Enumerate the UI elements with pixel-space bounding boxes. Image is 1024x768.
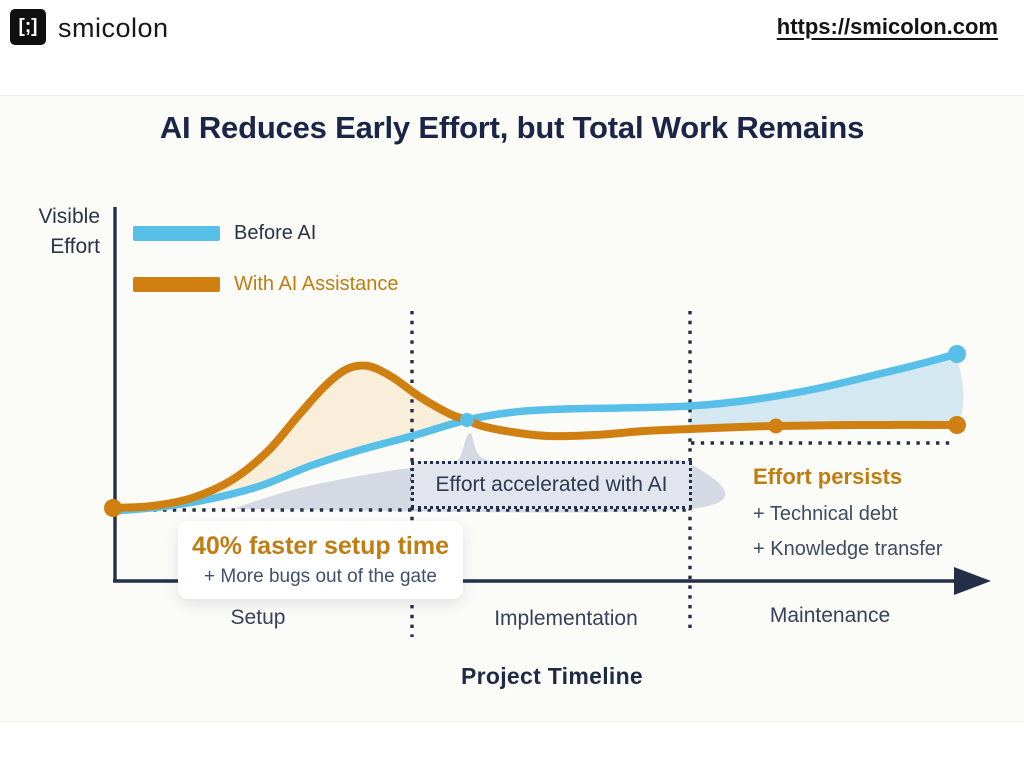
y-axis-label-line2: Effort (50, 235, 100, 258)
setup-callout-subtitle: + More bugs out of the gate (204, 566, 437, 587)
setup-callout: 40% faster setup time + More bugs out of… (178, 521, 463, 599)
setup-callout-title: 40% faster setup time (191, 532, 450, 560)
effort-accelerated-annotation: Effort accelerated with AI (411, 461, 692, 509)
y-axis-label: Visible Effort (16, 202, 100, 262)
brand-name: smicolon (58, 13, 169, 43)
x-axis-label: Project Timeline (460, 663, 644, 689)
page-title: AI Reduces Early Effort, but Total Work … (159, 110, 865, 145)
effort-persists-item-knowledge-transfer: + Knowledge transfer (753, 538, 943, 560)
legend-item-with-ai: With AI Assistance (133, 273, 399, 296)
effort-persists-title: Effort persists (753, 464, 903, 489)
legend-item-before-ai: Before AI (133, 222, 316, 245)
legend-swatch-before-ai (133, 226, 220, 241)
effort-persists-annotation: Effort persists + Technical debt + Knowl… (753, 464, 943, 573)
legend-swatch-with-ai (133, 277, 220, 292)
phase-label-implementation: Implementation (494, 607, 638, 630)
legend-label-before-ai: Before AI (234, 222, 317, 244)
phase-label-maintenance: Maintenance (769, 604, 891, 627)
legend-label-with-ai: With AI Assistance (234, 273, 399, 295)
site-url-link[interactable]: https://smicolon.com (776, 14, 998, 39)
y-axis-label-line1: Visible (38, 205, 100, 228)
phase-label-setup: Setup (230, 606, 286, 629)
effort-persists-item-technical-debt: + Technical debt (753, 503, 898, 525)
brand-logo-icon: [;] (10, 9, 46, 45)
